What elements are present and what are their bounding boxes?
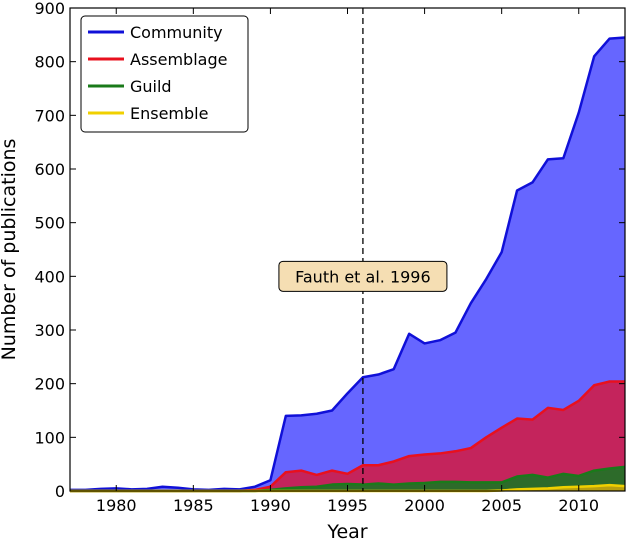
legend-label: Community bbox=[130, 23, 223, 42]
y-tick-label: 400 bbox=[34, 267, 65, 286]
y-tick-label: 800 bbox=[34, 53, 65, 72]
legend: Community Assemblage Guild Ensemble bbox=[80, 15, 249, 133]
y-tick-label: 0 bbox=[55, 482, 65, 501]
axis-tick-labels: 1980 1985 1990 1995 2000 2005 2010 0 100 200 300 40… bbox=[34, 0, 599, 515]
x-tick-label: 1995 bbox=[327, 496, 368, 515]
y-tick-label: 300 bbox=[34, 321, 65, 340]
y-axis-label: Number of publications bbox=[0, 139, 20, 361]
x-tick-label: 2005 bbox=[481, 496, 522, 515]
x-axis-label: Year bbox=[326, 521, 367, 542]
annotation: Fauth et al. 1996 bbox=[278, 260, 448, 292]
y-tick-label: 100 bbox=[34, 428, 65, 447]
axis-ticks bbox=[70, 7, 625, 492]
y-tick-label: 200 bbox=[34, 375, 65, 394]
legend-label: Guild bbox=[130, 77, 172, 96]
annotation-box bbox=[278, 260, 448, 292]
line-community bbox=[70, 36, 626, 492]
legend-label: Assemblage bbox=[130, 50, 227, 69]
x-tick-label: 1990 bbox=[250, 496, 291, 515]
x-tick-label: 2010 bbox=[558, 496, 599, 515]
y-tick-label: 600 bbox=[34, 160, 65, 179]
annotation-text: Fauth et al. 1996 bbox=[295, 267, 431, 286]
area-community bbox=[70, 37, 625, 492]
y-tick-label: 700 bbox=[34, 106, 65, 125]
x-tick-label: 1985 bbox=[173, 496, 214, 515]
legend-box bbox=[80, 15, 249, 133]
y-tick-label: 900 bbox=[34, 0, 65, 18]
x-tick-label: 1980 bbox=[96, 496, 137, 515]
area-guild bbox=[70, 466, 625, 491]
y-tick-label: 500 bbox=[34, 214, 65, 233]
x-tick-label: 2000 bbox=[404, 496, 445, 515]
legend-label: Ensemble bbox=[130, 104, 208, 123]
area-assemblage bbox=[70, 381, 625, 491]
